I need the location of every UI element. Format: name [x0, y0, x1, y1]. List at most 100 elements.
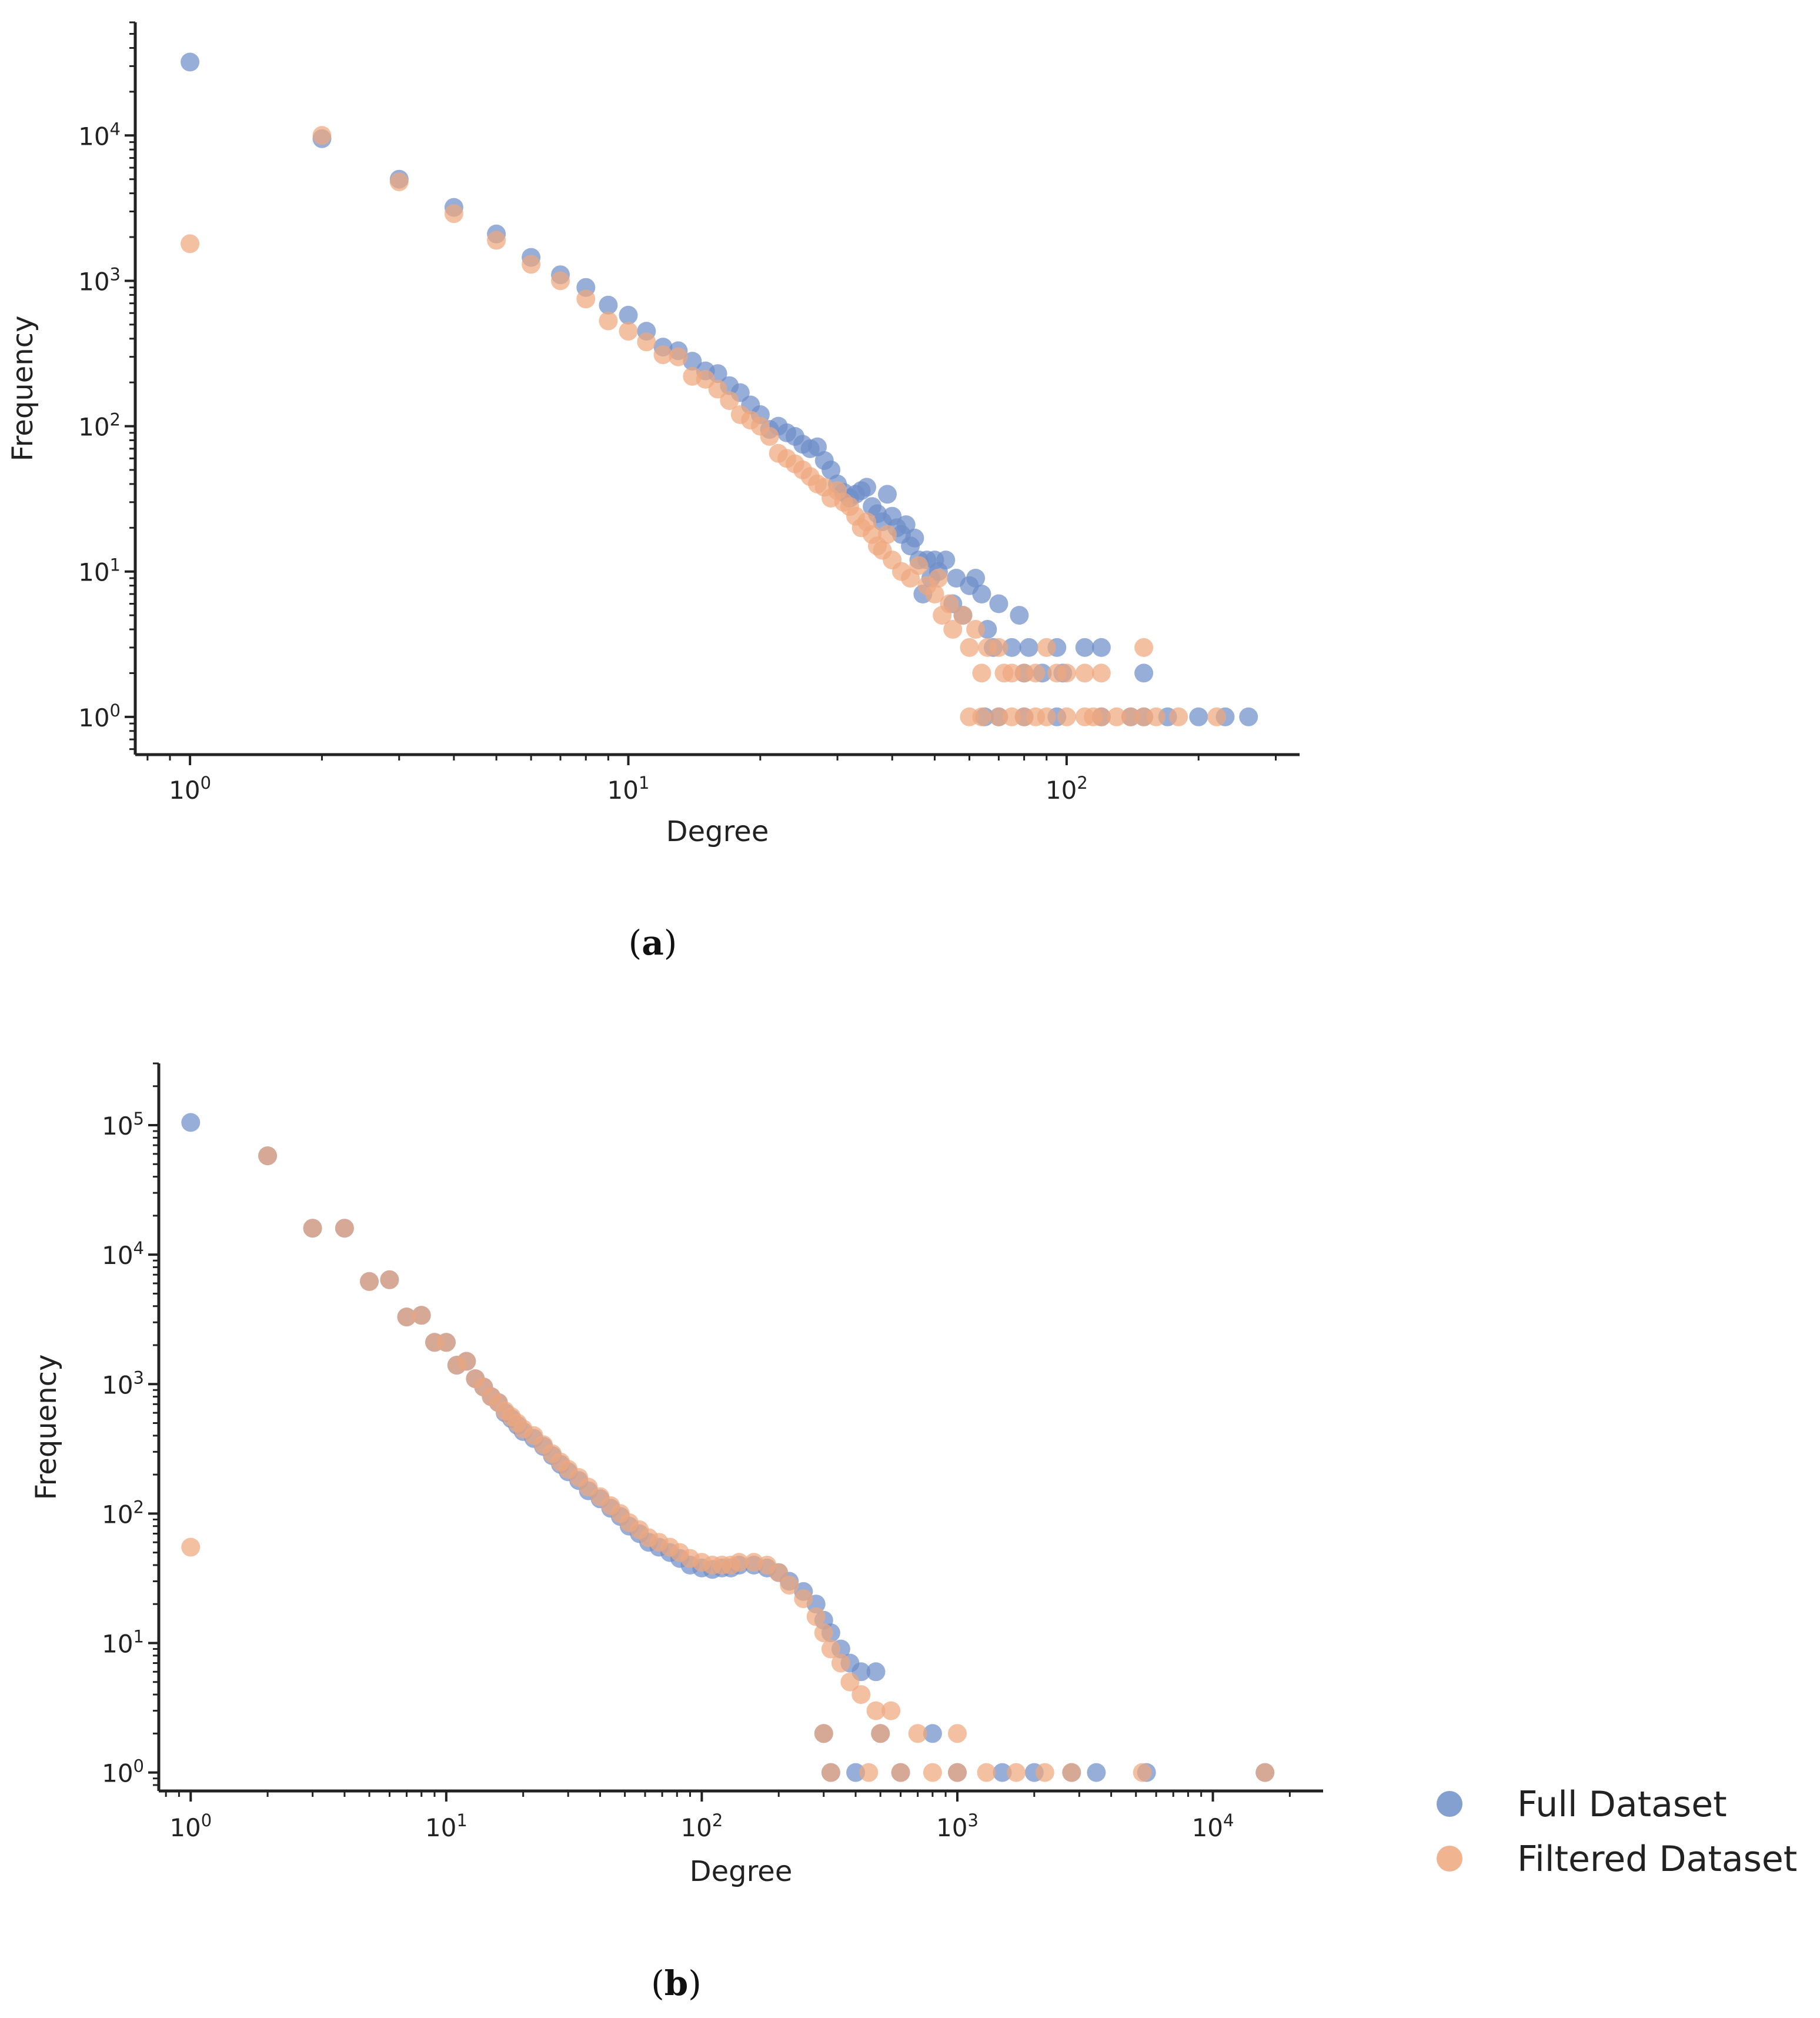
filtered-dataset-point: [522, 255, 541, 274]
filtered-dataset-point: [444, 204, 463, 224]
y-tick-label: 103: [102, 1367, 144, 1399]
filtered-dataset-point: [181, 234, 200, 253]
y-tick-label: 102: [102, 1497, 144, 1529]
filtered-dataset-point: [866, 1701, 886, 1720]
points-b: [181, 1113, 1275, 1782]
y-minor-ticks-a: [125, 21, 135, 751]
filtered-dataset-point: [551, 271, 570, 291]
filtered-dataset-point: [397, 1307, 416, 1327]
x-minor-ticks-a: [146, 755, 1277, 765]
filtered-dataset-point: [929, 569, 948, 588]
x-tick-label: 104: [1192, 1810, 1234, 1842]
filtered-dataset-point: [878, 525, 897, 544]
filtered-dataset-point: [1091, 663, 1111, 683]
filtered-dataset-point: [720, 391, 739, 411]
filtered-dataset-point: [1062, 1763, 1081, 1782]
filtered-dataset-point: [908, 1724, 927, 1743]
caption-b: (b): [651, 1963, 702, 2003]
filtered-dataset-point: [953, 606, 973, 625]
filtered-dataset-point: [821, 1763, 840, 1782]
full-dataset-point: [181, 1113, 201, 1132]
filtered-dataset-point: [599, 311, 618, 331]
y-axis-label-a: Frequency: [6, 316, 39, 462]
legend: Full Dataset Filtered Dataset: [1437, 1784, 1797, 1880]
filtered-dataset-point: [891, 1763, 910, 1782]
filtered-dataset-point: [1026, 663, 1046, 683]
y-tick-label: 100: [102, 1756, 144, 1788]
y-minor-ticks-b: [148, 1062, 159, 1786]
x-tick-label: 103: [936, 1810, 979, 1842]
points-a: [181, 52, 1258, 726]
filtered-dataset-point: [859, 1763, 879, 1782]
full-dataset-point: [989, 594, 1008, 613]
filtered-dataset-point: [940, 594, 959, 613]
full-dataset-point: [846, 1763, 866, 1782]
full-dataset-point: [972, 585, 991, 603]
filtered-dataset-point: [871, 1724, 890, 1743]
chart-b: 100 101 102 103 104 105 100 101 102 103 …: [30, 1062, 1323, 2003]
full-dataset-point: [1091, 638, 1111, 657]
full-dataset-point: [866, 1662, 886, 1682]
full-dataset-point: [1087, 1763, 1106, 1782]
filtered-dataset-point: [312, 126, 332, 145]
full-dataset-point: [905, 528, 924, 548]
y-tick-label: 100: [78, 701, 121, 732]
filtered-dataset-point: [412, 1306, 431, 1325]
full-dataset-point: [1189, 707, 1208, 726]
x-tick-labels-a: 100 101 102: [169, 773, 1088, 805]
filtered-dataset-point: [814, 1623, 833, 1643]
filtered-dataset-point: [1057, 707, 1076, 726]
filtered-dataset-point: [925, 585, 944, 603]
filtered-dataset-point: [653, 345, 673, 365]
filtered-dataset-point: [1107, 707, 1126, 726]
filtered-dataset-point: [729, 1553, 749, 1572]
y-tick-label: 105: [102, 1109, 144, 1140]
full-dataset-point: [923, 1724, 942, 1743]
full-dataset-point: [878, 485, 897, 504]
full-dataset-point: [181, 52, 200, 72]
filtered-dataset-point: [923, 1763, 942, 1782]
filtered-dataset-point: [1133, 1763, 1152, 1782]
legend-label-full: Full Dataset: [1517, 1784, 1727, 1825]
filtered-dataset-point: [769, 1563, 789, 1582]
filtered-dataset-point: [780, 1576, 799, 1595]
x-tick-label: 101: [607, 773, 650, 805]
x-tick-label: 102: [1046, 773, 1088, 805]
filtered-dataset-point: [1035, 1763, 1054, 1782]
x-tick-label: 101: [425, 1810, 467, 1842]
caption-a: (a): [629, 923, 677, 963]
y-tick-label: 101: [78, 555, 121, 587]
x-axis-label-b: Degree: [690, 1855, 793, 1888]
filtered-dataset-point: [1007, 1763, 1026, 1782]
filtered-dataset-point: [814, 1724, 833, 1743]
filtered-dataset-point: [708, 379, 727, 399]
y-tick-labels-b: 100 101 102 103 104 105: [102, 1109, 144, 1788]
full-dataset-point: [619, 305, 638, 325]
y-tick-label: 101: [102, 1626, 144, 1658]
filtered-dataset-point: [760, 427, 779, 446]
filtered-dataset-point: [380, 1270, 399, 1289]
filtered-dataset-point: [669, 347, 688, 366]
filtered-dataset-point: [1091, 707, 1111, 726]
full-dataset-point: [966, 569, 986, 588]
x-minor-ticks-b: [165, 1791, 1291, 1802]
x-tick-label: 102: [680, 1810, 723, 1842]
filtered-dataset-point: [909, 556, 929, 575]
y-tick-label: 104: [102, 1238, 144, 1270]
full-dataset-point: [936, 551, 956, 570]
filtered-dataset-point: [977, 1763, 996, 1782]
full-dataset-point: [683, 352, 702, 371]
filtered-dataset-point: [1075, 663, 1094, 683]
filtered-dataset-point: [989, 638, 1008, 657]
chart-a: 100 101 102 103 104 100 101 102 Degree F…: [6, 21, 1300, 963]
full-dataset-point: [1239, 707, 1258, 726]
filtered-dataset-point: [972, 663, 991, 683]
full-dataset-point: [1002, 638, 1021, 657]
full-dataset-point: [1075, 638, 1094, 657]
filtered-dataset-point: [851, 1685, 871, 1705]
filtered-dataset-point: [943, 620, 963, 639]
x-axis-label-a: Degree: [666, 815, 769, 848]
filtered-dataset-point: [576, 289, 596, 309]
filtered-dataset-point: [1207, 707, 1227, 726]
